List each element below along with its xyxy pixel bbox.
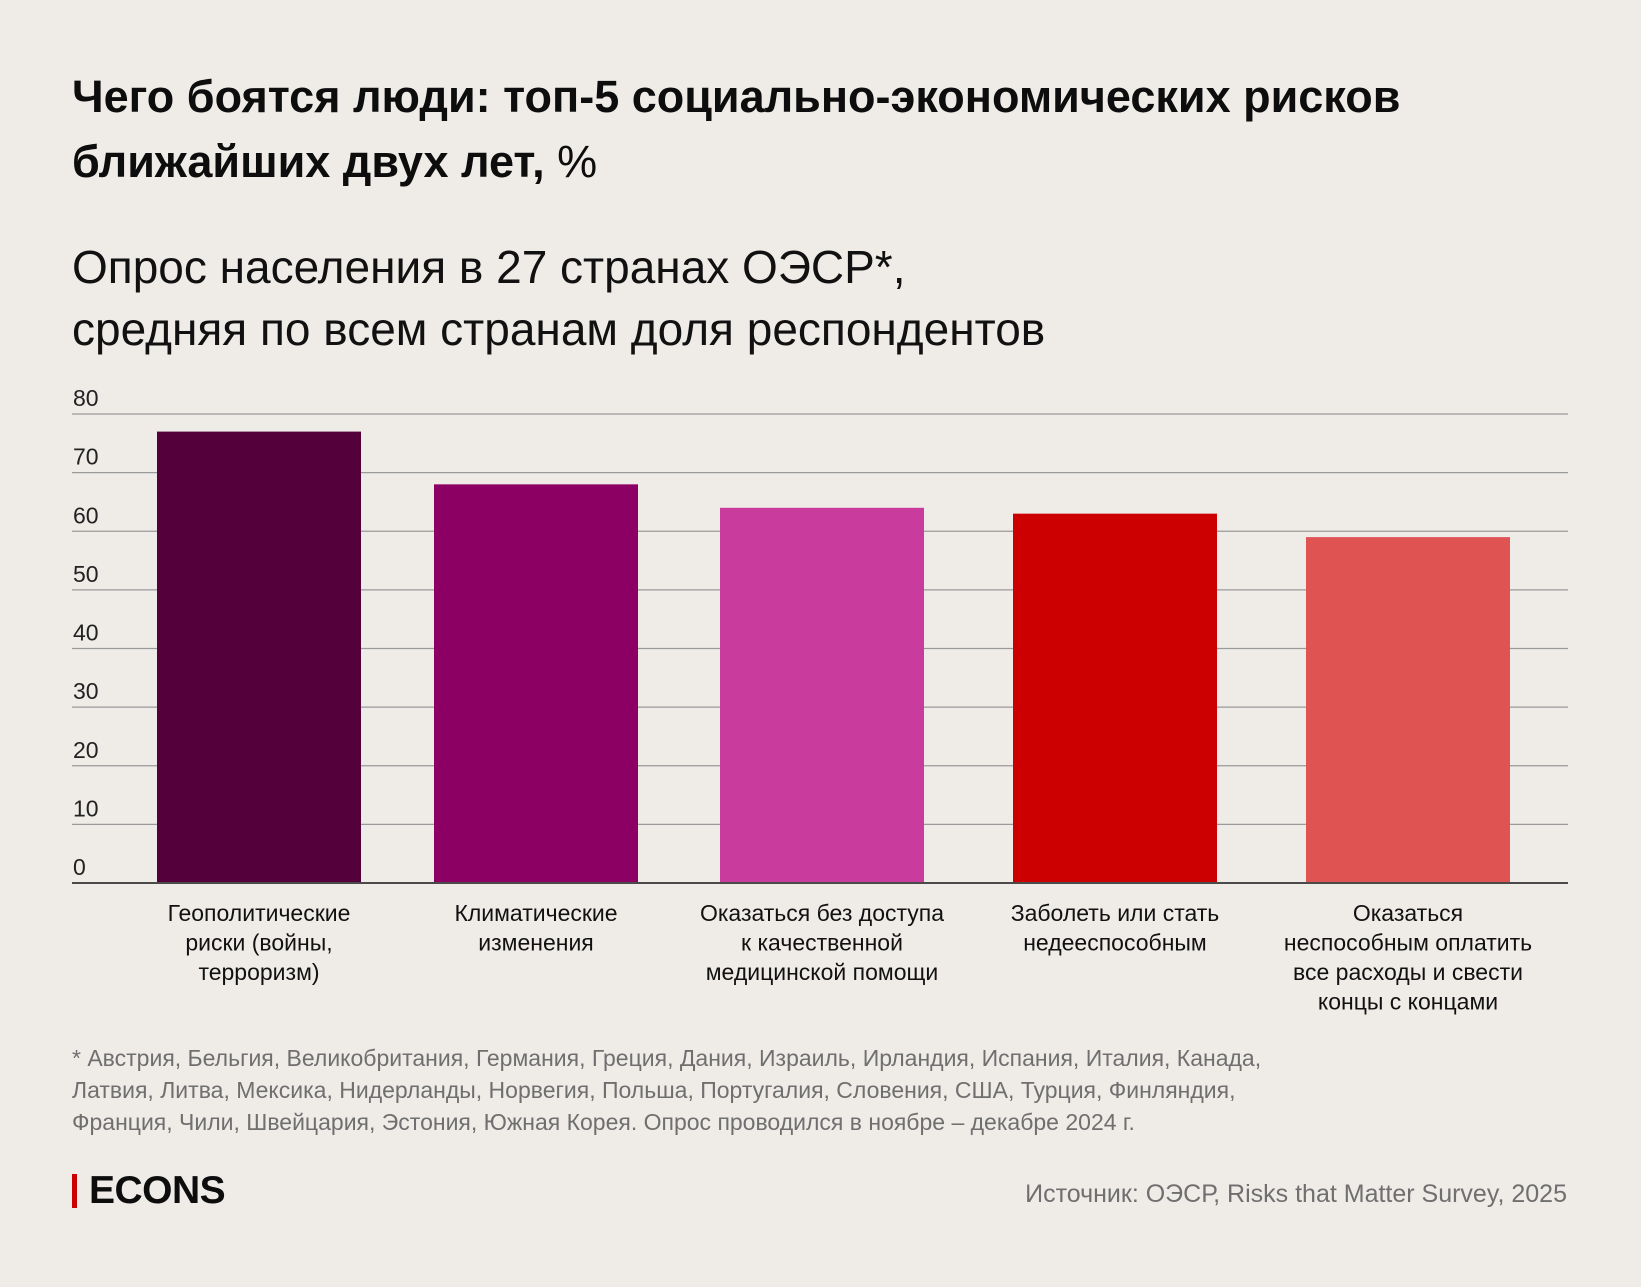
y-tick-label-10: 10 xyxy=(73,795,99,821)
x-category-label-line: терроризм) xyxy=(198,959,319,985)
x-category-label-line: недееспособным xyxy=(1023,930,1207,956)
x-category-label-3: Оказаться без доступа к качественной медиц… xyxy=(700,900,944,985)
y-tick-label-60: 60 xyxy=(73,502,99,528)
bar-4 xyxy=(1013,513,1217,883)
y-tick-label-0: 0 xyxy=(73,854,86,880)
y-tick-label-30: 30 xyxy=(73,678,99,704)
logo-text: ECONS xyxy=(89,1169,226,1212)
subtitle-line-1: Опрос населения в 27 странах ОЭСР*, xyxy=(72,241,906,293)
bar-chart: 0 10 20 30 40 50 60 70 80 Геополитические риски (в… xyxy=(72,385,1568,1015)
bar-1 xyxy=(157,431,361,883)
footnote-line-2: Латвия, Литва, Мексика, Нидерланды, Норв… xyxy=(72,1077,1236,1103)
logo-accent-bar xyxy=(72,1174,77,1208)
footnote: * Австрия, Бельгия, Великобритания, Герм… xyxy=(72,1042,1552,1138)
bar-5 xyxy=(1306,537,1510,883)
y-tick-label-80: 80 xyxy=(73,385,99,411)
x-category-label-line: Оказаться без доступа xyxy=(700,900,944,926)
x-category-label-1: Геополитические риски (войны, терроризм) xyxy=(168,900,351,985)
footnote-line-3: Франция, Чили, Швейцария, Эстония, Южная… xyxy=(72,1109,1135,1135)
chart-title-unit: % xyxy=(557,136,598,187)
x-category-label-line: риски (войны, xyxy=(185,930,332,956)
x-category-label-2: Климатические изменения xyxy=(454,900,617,956)
x-category-label-line: концы с концами xyxy=(1318,989,1498,1015)
y-tick-label-40: 40 xyxy=(73,620,99,646)
x-category-label-line: к качественной xyxy=(741,930,903,956)
bar-2 xyxy=(434,484,638,883)
y-tick-label-70: 70 xyxy=(73,444,99,470)
x-category-label-line: неспособным оплатить xyxy=(1284,930,1532,956)
bar-3 xyxy=(720,507,924,883)
x-category-label-line: Оказаться xyxy=(1353,900,1463,926)
x-category-label-line: Климатические xyxy=(454,900,617,926)
x-category-label-5: Оказаться неспособным оплатить все расходы… xyxy=(1284,900,1532,1015)
x-category-label-line: изменения xyxy=(478,930,594,956)
y-tick-label-20: 20 xyxy=(73,737,99,763)
source-note: Источник: ОЭСР, Risks that Matter Survey… xyxy=(1025,1180,1567,1208)
x-category-label-line: медицинской помощи xyxy=(706,959,939,985)
footnote-line-1: * Австрия, Бельгия, Великобритания, Герм… xyxy=(72,1045,1262,1071)
chart-title: Чего боятся люди: топ-5 социально-эконом… xyxy=(72,64,1572,194)
x-category-label-line: Геополитические xyxy=(168,900,351,926)
econs-logo: ECONS xyxy=(72,1169,226,1212)
subtitle-line-2: средняя по всем странам доля респонденто… xyxy=(72,303,1046,355)
x-category-label-line: все расходы и свести xyxy=(1293,959,1523,985)
x-category-label-line: Заболеть или стать xyxy=(1011,900,1220,926)
chart-subtitle: Опрос населения в 27 странах ОЭСР*, сред… xyxy=(72,236,1572,360)
chart-title-text: Чего боятся люди: топ-5 социально-эконом… xyxy=(72,71,1401,187)
x-category-label-4: Заболеть или стать недееспособным xyxy=(1011,900,1220,956)
y-tick-label-50: 50 xyxy=(73,561,99,587)
